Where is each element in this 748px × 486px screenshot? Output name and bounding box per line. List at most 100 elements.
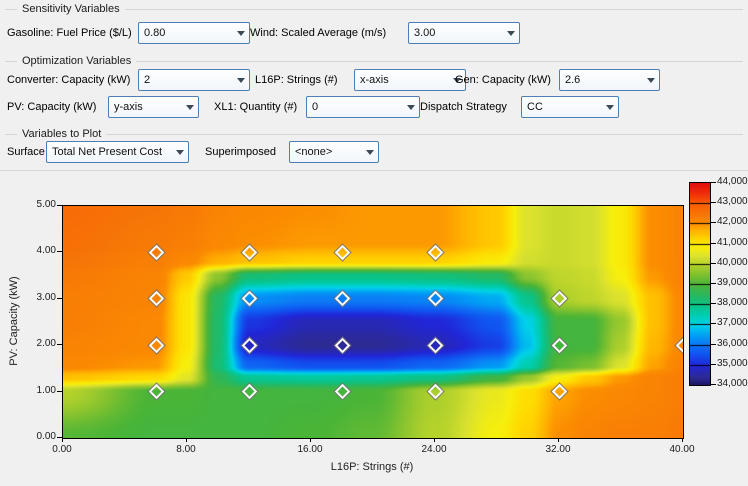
- colorbar-tick: [711, 263, 716, 264]
- divider: [5, 8, 17, 10]
- l16p-strings-label: L16P: Strings (#): [255, 74, 338, 86]
- group-optimization-variables: Optimization Variables: [5, 54, 743, 68]
- x-axis-title: L16P: Strings (#): [330, 461, 414, 473]
- xl1-quantity-select[interactable]: 0: [306, 96, 420, 118]
- superimposed-label: Superimposed: [205, 146, 276, 158]
- gasoline-fuel-price-select[interactable]: 0.80: [138, 22, 250, 44]
- colorbar-tick-label: 37,000: [717, 317, 748, 328]
- colorbar-tick: [711, 222, 716, 223]
- x-tick-label: 16.00: [297, 444, 323, 455]
- gen-capacity-label: Gen: Capacity (kW): [455, 74, 551, 86]
- divider: [106, 133, 743, 135]
- x-tick-label: 32.00: [545, 444, 571, 455]
- y-tick: [57, 205, 62, 206]
- colorbar-tick-label: 43,000: [717, 196, 748, 207]
- colorbar-tick-label: 44,000: [717, 176, 748, 187]
- y-tick-label: 0.00: [36, 431, 56, 442]
- gasoline-fuel-price-value: 0.80: [144, 27, 166, 39]
- xl1-quantity-label: XL1: Quantity (#): [214, 101, 298, 113]
- l16p-strings-select[interactable]: x-axis: [354, 69, 466, 91]
- pv-capacity-value: y-axis: [114, 101, 143, 113]
- chevron-down-icon[interactable]: [643, 77, 659, 83]
- x-tick-label: 0.00: [52, 444, 72, 455]
- converter-capacity-select[interactable]: 2: [138, 69, 250, 91]
- surface-variable-select[interactable]: Total Net Present Cost: [46, 141, 189, 163]
- superimposed-variable-select[interactable]: <none>: [289, 141, 379, 163]
- colorbar-tick-label: 35,000: [717, 358, 748, 369]
- x-tick: [310, 438, 311, 442]
- divider: [5, 60, 17, 62]
- colorbar-tick: [711, 344, 716, 345]
- colorbar-tick: [711, 303, 716, 304]
- surface-label: Surface: [7, 146, 45, 158]
- chevron-down-icon[interactable]: [449, 77, 465, 83]
- dispatch-strategy-label: Dispatch Strategy: [420, 101, 507, 113]
- y-tick-label: 1.00: [36, 385, 56, 396]
- surface-plot-area[interactable]: [62, 205, 684, 439]
- colorbar-tick: [711, 384, 716, 385]
- chevron-down-icon[interactable]: [233, 77, 249, 83]
- gen-capacity-select[interactable]: 2.6: [559, 69, 660, 91]
- colorbar-tick: [711, 323, 716, 324]
- dispatch-strategy-value: CC: [527, 101, 543, 113]
- group-title: Optimization Variables: [22, 55, 132, 67]
- divider: [0, 170, 748, 171]
- chevron-down-icon[interactable]: [233, 30, 249, 36]
- colorbar-tick-label: 38,000: [717, 297, 748, 308]
- colorbar-tick-label: 36,000: [717, 338, 748, 349]
- y-tick: [57, 437, 62, 438]
- colorbar-tick: [711, 283, 716, 284]
- colorbar-tick-label: 39,000: [717, 277, 748, 288]
- colorbar-tick-label: 42,000: [717, 216, 748, 227]
- chevron-down-icon[interactable]: [503, 30, 519, 36]
- x-tick: [62, 438, 63, 442]
- chevron-down-icon[interactable]: [403, 104, 419, 110]
- colorbar-tick: [711, 243, 716, 244]
- y-tick-label: 5.00: [36, 199, 56, 210]
- x-tick: [558, 438, 559, 442]
- y-tick: [57, 251, 62, 252]
- y-tick-label: 2.00: [36, 338, 56, 349]
- y-tick-label: 3.00: [36, 292, 56, 303]
- x-tick-label: 40.00: [669, 444, 695, 455]
- colorbar-tick: [711, 364, 716, 365]
- xl1-quantity-value: 0: [312, 101, 319, 113]
- colorbar-tick-label: 40,000: [717, 257, 748, 268]
- wind-scaled-average-select[interactable]: 3.00: [408, 22, 520, 44]
- pv-capacity-select[interactable]: y-axis: [108, 96, 199, 118]
- x-tick: [434, 438, 435, 442]
- l16p-strings-value: x-axis: [360, 74, 389, 86]
- chevron-down-icon[interactable]: [602, 104, 618, 110]
- gasoline-fuel-price-label: Gasoline: Fuel Price ($/L): [7, 27, 132, 39]
- npc-surface-heatmap[interactable]: [63, 206, 683, 438]
- superimposed-variable-value: <none>: [295, 146, 333, 158]
- colorbar-tick: [711, 202, 716, 203]
- colorbar-tick-label: 34,000: [717, 378, 748, 389]
- divider: [136, 60, 743, 62]
- group-title: Sensitivity Variables: [22, 3, 120, 15]
- gen-capacity-value: 2.6: [565, 74, 581, 86]
- y-tick: [57, 344, 62, 345]
- colorbar-tick-label: 41,000: [717, 237, 748, 248]
- y-tick: [57, 298, 62, 299]
- pv-capacity-label: PV: Capacity (kW): [7, 101, 97, 113]
- wind-scaled-average-label: Wind: Scaled Average (m/s): [250, 27, 387, 39]
- group-sensitivity-variables: Sensitivity Variables: [5, 2, 743, 16]
- x-tick-label: 24.00: [421, 444, 447, 455]
- colorbar: [689, 182, 711, 386]
- y-tick: [57, 391, 62, 392]
- surface-variable-value: Total Net Present Cost: [52, 146, 163, 158]
- converter-capacity-label: Converter: Capacity (kW): [7, 74, 131, 86]
- chevron-down-icon[interactable]: [172, 149, 188, 155]
- y-tick-label: 4.00: [36, 245, 56, 256]
- x-tick-label: 8.00: [176, 444, 196, 455]
- divider: [124, 8, 743, 10]
- group-variables-to-plot: Variables to Plot: [5, 127, 743, 141]
- chevron-down-icon[interactable]: [182, 104, 198, 110]
- colorbar-gradient: [690, 183, 710, 385]
- x-tick: [186, 438, 187, 442]
- chevron-down-icon[interactable]: [362, 149, 378, 155]
- dispatch-strategy-select[interactable]: CC: [521, 96, 619, 118]
- colorbar-tick: [711, 182, 716, 183]
